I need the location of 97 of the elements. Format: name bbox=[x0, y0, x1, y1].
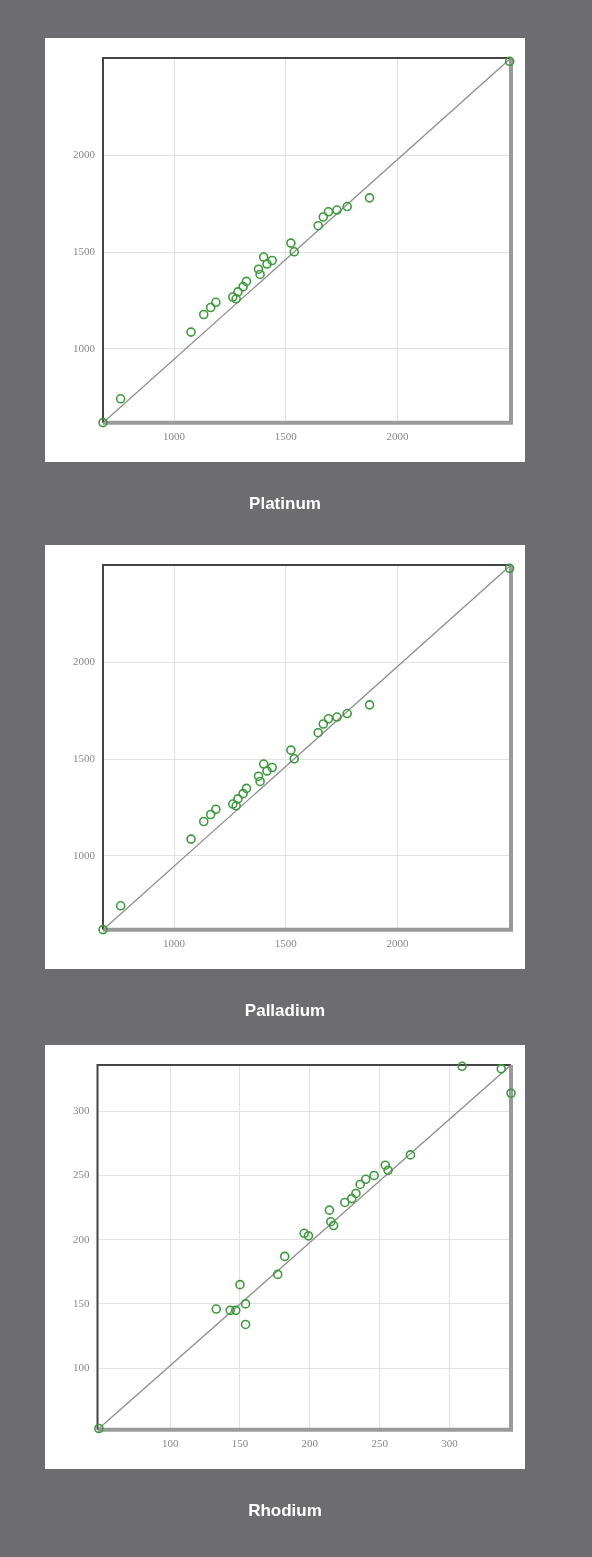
point bbox=[313, 727, 323, 738]
point bbox=[94, 1423, 104, 1434]
point bbox=[267, 762, 277, 773]
point bbox=[325, 1216, 336, 1227]
point bbox=[255, 269, 265, 280]
point bbox=[351, 1188, 361, 1199]
x-tick-label: 1500 bbox=[274, 937, 298, 950]
y-tick-label: 1500 bbox=[73, 244, 96, 257]
y-tick-label: 200 bbox=[73, 1232, 90, 1245]
point bbox=[364, 193, 375, 203]
point bbox=[405, 1150, 416, 1160]
point bbox=[324, 1205, 335, 1215]
point bbox=[328, 1220, 339, 1231]
point bbox=[457, 1061, 467, 1072]
point bbox=[504, 56, 515, 67]
point bbox=[238, 281, 248, 292]
y-tick-label: 300 bbox=[73, 1104, 90, 1117]
point bbox=[504, 563, 515, 574]
y-tick-label: 100 bbox=[73, 1361, 90, 1374]
point bbox=[205, 809, 216, 820]
text: Rhodium bbox=[247, 1501, 323, 1521]
point bbox=[98, 417, 108, 428]
x-tick-label: 2000 bbox=[386, 937, 409, 950]
text: Palladium bbox=[243, 1001, 327, 1021]
text: Platinum bbox=[248, 494, 322, 514]
point bbox=[323, 206, 334, 217]
point bbox=[369, 1170, 379, 1181]
point bbox=[506, 1088, 516, 1099]
point bbox=[225, 1305, 236, 1316]
point bbox=[240, 1299, 251, 1309]
point bbox=[286, 745, 296, 755]
point bbox=[238, 788, 248, 799]
y-tick-label: 1000 bbox=[73, 341, 96, 354]
point bbox=[339, 1197, 350, 1208]
point bbox=[186, 327, 196, 337]
point bbox=[253, 771, 264, 782]
point bbox=[318, 212, 329, 222]
point bbox=[241, 276, 252, 287]
x-tick-label: 1000 bbox=[163, 937, 186, 950]
y-tick-label: 2000 bbox=[73, 148, 96, 161]
x-tick-label: 250 bbox=[371, 1437, 389, 1450]
point bbox=[205, 302, 216, 313]
y-tick-label: 2000 bbox=[73, 655, 96, 668]
point bbox=[313, 220, 323, 231]
point bbox=[355, 1179, 365, 1190]
point bbox=[346, 1193, 357, 1204]
point bbox=[240, 1319, 251, 1330]
point bbox=[186, 834, 196, 844]
point bbox=[380, 1160, 391, 1170]
point bbox=[198, 309, 209, 320]
point bbox=[332, 712, 342, 722]
point bbox=[318, 719, 329, 729]
point bbox=[383, 1165, 393, 1176]
point bbox=[253, 264, 264, 275]
y-tick-label: 150 bbox=[73, 1296, 90, 1309]
point bbox=[496, 1064, 507, 1074]
point bbox=[289, 247, 300, 257]
point bbox=[231, 1305, 241, 1316]
point bbox=[342, 201, 353, 212]
point bbox=[332, 205, 342, 215]
point bbox=[115, 394, 126, 404]
point bbox=[364, 700, 375, 710]
point bbox=[115, 901, 126, 911]
point bbox=[211, 297, 221, 308]
x-tick-label: 1000 bbox=[163, 430, 186, 443]
x-tick-label: 200 bbox=[301, 1437, 319, 1450]
point bbox=[272, 1269, 283, 1280]
point bbox=[262, 766, 272, 776]
point bbox=[235, 1279, 245, 1290]
point bbox=[303, 1231, 314, 1241]
point bbox=[267, 255, 277, 266]
point bbox=[279, 1251, 290, 1262]
point bbox=[211, 804, 221, 815]
y-tick-label: 1500 bbox=[73, 751, 96, 764]
point bbox=[98, 924, 108, 935]
point bbox=[198, 816, 209, 827]
point bbox=[262, 259, 272, 269]
point bbox=[289, 754, 300, 764]
point bbox=[323, 713, 334, 724]
point bbox=[299, 1228, 310, 1239]
point bbox=[211, 1304, 222, 1314]
y-tick-label: 1000 bbox=[73, 848, 96, 861]
point bbox=[241, 783, 252, 794]
x-tick-label: 1500 bbox=[274, 430, 298, 443]
point bbox=[286, 238, 296, 248]
point bbox=[342, 708, 353, 719]
x-tick-label: 100 bbox=[161, 1437, 179, 1450]
point bbox=[258, 252, 269, 262]
point bbox=[233, 794, 243, 804]
y-tick-label: 250 bbox=[73, 1168, 90, 1181]
x-tick-label: 150 bbox=[231, 1437, 249, 1450]
x-tick-label: 2000 bbox=[386, 430, 409, 443]
point bbox=[233, 287, 243, 297]
point bbox=[258, 759, 269, 769]
x-tick-label: 300 bbox=[441, 1437, 459, 1450]
point bbox=[255, 776, 265, 787]
point bbox=[360, 1174, 371, 1185]
